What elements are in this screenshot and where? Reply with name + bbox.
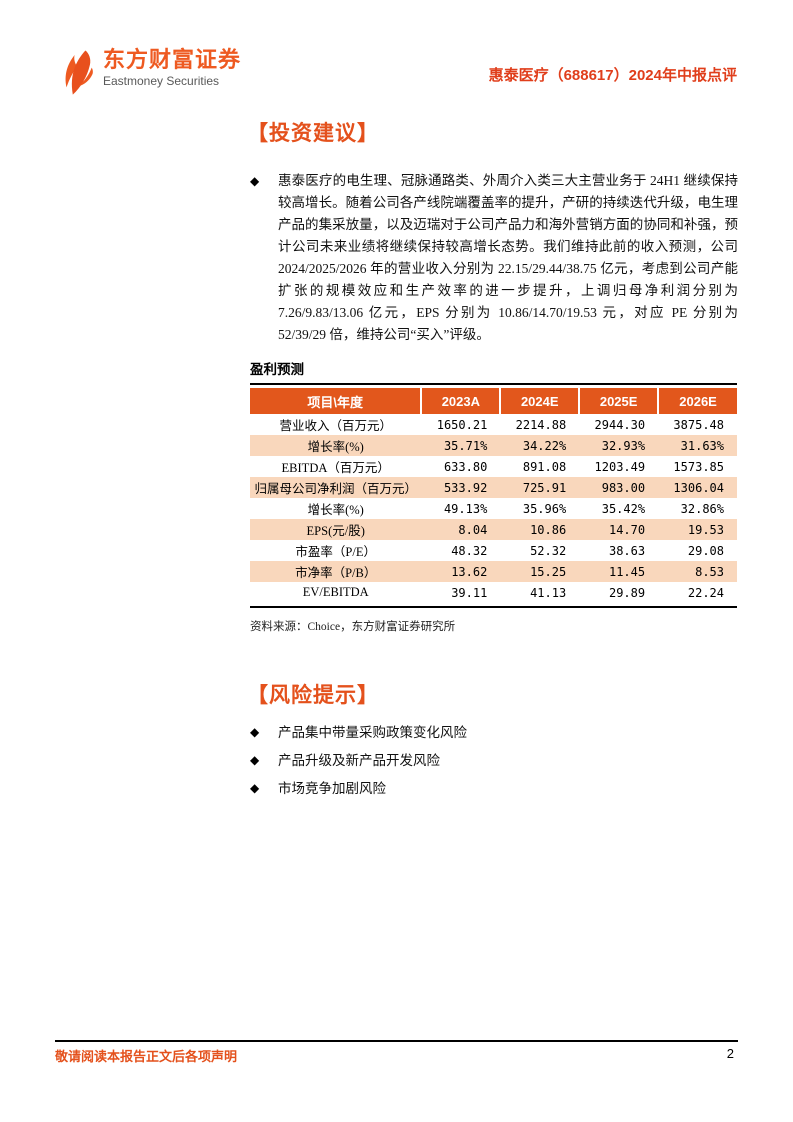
cell-value: 3875.48 xyxy=(673,417,724,432)
table-top-rule xyxy=(250,383,737,385)
diamond-bullet-icon: ◆ xyxy=(250,781,260,795)
table-bottom-rule xyxy=(250,606,737,608)
diamond-bullet-icon: ◆ xyxy=(250,174,260,188)
table-row: 市盈率（P/E） 48.32 52.32 38.63 29.08 xyxy=(250,540,737,561)
row-label: 增长率(%) xyxy=(307,440,364,454)
risk-list: ◆ 产品集中带量采购政策变化风险 ◆ 产品升级及新产品开发风险 ◆ 市场竞争加剧… xyxy=(250,723,738,807)
cell-value: 31.63% xyxy=(680,438,724,453)
cell-value: 10.86 xyxy=(530,522,567,537)
cell-value: 35.71% xyxy=(443,438,488,453)
cell-value: 41.13 xyxy=(530,585,567,600)
risk-item-text: 市场竞争加剧风险 xyxy=(278,781,386,796)
section-heading-investment: 【投资建议】 xyxy=(247,121,379,145)
col-header-2023a: 2023A xyxy=(420,388,501,414)
table-row: 市净率（P/B） 13.62 15.25 11.45 8.53 xyxy=(250,561,737,582)
cell-value: 34.22% xyxy=(522,438,567,453)
cell-value: 15.25 xyxy=(530,564,567,579)
footer-divider xyxy=(55,1040,738,1042)
forecast-table-title: 盈利预测 xyxy=(250,362,304,377)
row-label: 归属母公司净利润（百万元） xyxy=(254,482,417,496)
cell-value: 14.70 xyxy=(608,522,646,537)
cell-value: 2944.30 xyxy=(594,417,646,432)
forecast-table: 项目\年度 2023A 2024E 2025E 2026E 营业收入（百万元） … xyxy=(250,388,737,603)
table-source-note: 资料来源：Choice，东方财富证券研究所 xyxy=(250,621,456,633)
row-label: EPS(元/股) xyxy=(306,524,365,538)
cell-value: 35.42% xyxy=(601,501,646,516)
table-row: 增长率(%) 49.13% 35.96% 35.42% 32.86% xyxy=(250,498,737,519)
col-header-2025e: 2025E xyxy=(578,388,659,414)
cell-value: 891.08 xyxy=(522,459,567,474)
cell-value: 52.32 xyxy=(530,543,567,558)
table-row: EPS(元/股) 8.04 10.86 14.70 19.53 xyxy=(250,519,737,540)
table-row: EBITDA（百万元） 633.80 891.08 1203.49 1573.8… xyxy=(250,456,737,477)
brand-name-en: Eastmoney Securities xyxy=(103,74,220,88)
cell-value: 633.80 xyxy=(443,459,488,474)
row-label: 市净率（P/B） xyxy=(295,566,377,580)
risk-item-text: 产品集中带量采购政策变化风险 xyxy=(278,725,467,740)
diamond-bullet-icon: ◆ xyxy=(250,725,260,739)
cell-value: 8.04 xyxy=(458,522,488,537)
col-header-2024e: 2024E xyxy=(499,388,580,414)
section-heading-risk: 【风险提示】 xyxy=(247,683,379,707)
cell-value: 35.96% xyxy=(522,501,567,516)
table-row: 归属母公司净利润（百万元） 533.92 725.91 983.00 1306.… xyxy=(250,477,737,498)
cell-value: 1650.21 xyxy=(436,417,488,432)
brand-text: 东方财富证券 Eastmoney Securities xyxy=(103,47,242,89)
cell-value: 2214.88 xyxy=(515,417,567,432)
forecast-section: 盈利预测 项目\年度 2023A 2024E 2025E 2026E 营业收入（… xyxy=(250,358,737,634)
cell-value: 13.62 xyxy=(451,564,488,579)
col-header-2026e: 2026E xyxy=(657,388,737,414)
cell-value: 1203.49 xyxy=(594,459,646,474)
cell-value: 32.86% xyxy=(680,501,724,516)
footer-disclaimer: 敬请阅读本报告正文后各项声明 xyxy=(55,1049,238,1064)
cell-value: 19.53 xyxy=(687,522,724,537)
list-item: ◆ 市场竞争加剧风险 xyxy=(250,779,738,798)
row-label: 增长率(%) xyxy=(307,503,364,517)
cell-value: 8.53 xyxy=(695,564,724,579)
row-label: EV/EBITDA xyxy=(302,585,369,599)
cell-value: 1306.04 xyxy=(673,480,724,495)
col-header-item: 项目\年度 xyxy=(250,388,422,414)
risk-item-text: 产品升级及新产品开发风险 xyxy=(278,753,440,768)
table-row: 营业收入（百万元） 1650.21 2214.88 2944.30 3875.4… xyxy=(250,414,737,435)
table-header-row: 项目\年度 2023A 2024E 2025E 2026E xyxy=(250,388,737,414)
cell-value: 725.91 xyxy=(522,480,567,495)
cell-value: 29.08 xyxy=(687,543,724,558)
row-label: EBITDA（百万元） xyxy=(281,461,390,475)
brand-name-cn: 东方财富证券 xyxy=(103,47,242,72)
list-item: ◆ 产品集中带量采购政策变化风险 xyxy=(250,723,738,742)
cell-value: 49.13% xyxy=(443,501,488,516)
page-number: 2 xyxy=(726,1046,734,1061)
diamond-bullet-icon: ◆ xyxy=(250,753,260,767)
cell-value: 38.63 xyxy=(608,543,646,558)
table-row: 增长率(%) 35.71% 34.22% 32.93% 31.63% xyxy=(250,435,737,456)
cell-value: 1573.85 xyxy=(673,459,724,474)
eastmoney-logo-icon xyxy=(65,50,93,95)
brand-logo: 东方财富证券 Eastmoney Securities xyxy=(62,48,241,98)
cell-value: 22.24 xyxy=(687,585,724,600)
row-label: 市盈率（P/E） xyxy=(295,545,376,559)
table-row: EV/EBITDA 39.11 41.13 29.89 22.24 xyxy=(250,582,737,603)
cell-value: 533.92 xyxy=(443,480,488,495)
cell-value: 39.11 xyxy=(451,585,488,600)
cell-value: 32.93% xyxy=(601,438,646,453)
cell-value: 11.45 xyxy=(608,564,646,579)
list-item: ◆ 产品升级及新产品开发风险 xyxy=(250,751,738,770)
cell-value: 48.32 xyxy=(451,543,488,558)
cell-value: 983.00 xyxy=(601,480,646,495)
row-label: 营业收入（百万元） xyxy=(279,419,392,433)
report-title: 惠泰医疗（688617）2024年中报点评 xyxy=(488,67,737,84)
investment-paragraph: 惠泰医疗的电生理、冠脉通路类、外周介入类三大主营业务于 24H1 继续保持较高增… xyxy=(278,173,738,342)
investment-paragraph-block: ◆ 惠泰医疗的电生理、冠脉通路类、外周介入类三大主营业务于 24H1 继续保持较… xyxy=(250,170,738,346)
cell-value: 29.89 xyxy=(608,585,646,600)
